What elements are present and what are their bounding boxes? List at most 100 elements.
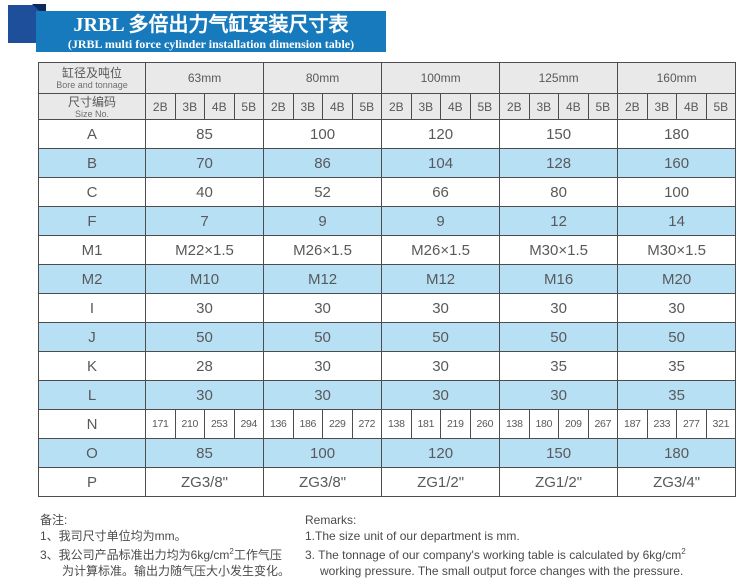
size-code-header: 5B xyxy=(705,93,737,120)
notes-zh-line2-post: 工作气压 xyxy=(233,548,282,562)
dimension-value: 150 xyxy=(499,438,619,468)
table-row-i: I 30 30 30 30 30 xyxy=(38,293,737,323)
dimension-value: M26×1.5 xyxy=(263,235,383,265)
size-code-header: 5B xyxy=(587,93,619,120)
dimension-value: ZG3/8" xyxy=(144,467,265,497)
dimension-value: M12 xyxy=(381,264,501,294)
dimension-value: 138 xyxy=(499,409,530,439)
dimension-value: 9 xyxy=(263,206,383,236)
dimension-value: 277 xyxy=(676,409,707,439)
dimension-value: 136 xyxy=(263,409,294,439)
dimension-value: ZG1/2" xyxy=(499,467,619,497)
notes-en: Remarks: 1.The size unit of our departme… xyxy=(305,512,745,579)
notes-zh-line3: 为计算标准。输出力随气压大小发生变化。 xyxy=(62,564,291,578)
dimension-value: 9 xyxy=(381,206,501,236)
dimension-value: 30 xyxy=(263,351,383,381)
size-code-header: 2B xyxy=(145,93,176,120)
dimension-value: 321 xyxy=(705,409,737,439)
dimension-value: 30 xyxy=(499,380,619,410)
row-label: M2 xyxy=(38,264,146,294)
notes-zh-line2: 3、我公司产品标准出力均为6kg/cm2工作气压 xyxy=(40,544,300,563)
dimension-value: 14 xyxy=(617,206,737,236)
dimension-value: 35 xyxy=(617,380,737,410)
dimension-value: 180 xyxy=(617,438,737,468)
size-code-header: 4B xyxy=(558,93,589,120)
corner-bore-zh: 缸径及吨位 xyxy=(61,66,122,80)
dimension-value: 50 xyxy=(499,322,619,352)
dimension-value: 187 xyxy=(617,409,648,439)
row-label: J xyxy=(38,322,146,352)
dimension-value: M26×1.5 xyxy=(381,235,501,265)
dimension-value: 30 xyxy=(617,293,737,323)
table-row-m1: M1 M22×1.5 M26×1.5 M26×1.5 M30×1.5 M30×1.5 xyxy=(38,235,737,265)
dimension-value: 50 xyxy=(381,322,501,352)
dimension-value: 219 xyxy=(440,409,471,439)
title-banner: JRBL 多倍出力气缸安装尺寸表 (JRBL multi force cylin… xyxy=(36,11,386,52)
dimension-value: 209 xyxy=(558,409,589,439)
dimension-value: 85 xyxy=(144,438,265,468)
notes-zh: 备注: 1、我司尺寸单位均为mm。 3、我公司产品标准出力均为6kg/cm2工作… xyxy=(40,512,300,579)
dimension-value: M22×1.5 xyxy=(144,235,265,265)
dimension-value: 180 xyxy=(528,409,560,439)
dimension-value: 66 xyxy=(381,177,501,207)
dimension-value: 52 xyxy=(263,177,383,207)
dimension-value: 30 xyxy=(144,293,265,323)
dimension-value: 50 xyxy=(144,322,265,352)
table-row-a: A 85 100 120 150 180 xyxy=(38,119,737,149)
notes-en-line1: 1.The size unit of our department is mm. xyxy=(305,529,520,543)
dimension-value: ZG3/4" xyxy=(617,467,737,497)
dimension-value: 100 xyxy=(617,177,737,207)
notes-zh-line2-sup: 2 xyxy=(229,547,234,556)
dimension-value: 28 xyxy=(144,351,265,381)
dimension-value: 120 xyxy=(381,438,501,468)
dimension-table: 缸径及吨位 Bore and tonnage 63mm 80mm 100mm 125m… xyxy=(38,62,737,497)
dimension-value: M20 xyxy=(617,264,737,294)
dimension-value: 50 xyxy=(263,322,383,352)
row-label: A xyxy=(38,119,146,149)
table-row-l: L 30 30 30 30 35 xyxy=(38,380,737,410)
dimension-value: 120 xyxy=(381,119,501,149)
dimension-value: 40 xyxy=(144,177,265,207)
dimension-value: ZG3/8" xyxy=(263,467,383,497)
page-title-en: (JRBL multi force cylinder installation … xyxy=(67,37,355,51)
dimension-value: 272 xyxy=(351,409,383,439)
dimension-value: 233 xyxy=(646,409,678,439)
dimension-value: 7 xyxy=(144,206,265,236)
corner-bore-en: Bore and tonnage xyxy=(56,80,128,90)
table-row-f: F 7 9 9 12 14 xyxy=(38,206,737,236)
dimension-value: 86 xyxy=(263,148,383,178)
size-code-header: 3B xyxy=(528,93,560,120)
dimension-value: M16 xyxy=(499,264,619,294)
size-code-header: 5B xyxy=(351,93,383,120)
corner-size-en: Size No. xyxy=(74,108,109,119)
dimension-value: 160 xyxy=(617,148,737,178)
row-label: C xyxy=(38,177,146,207)
size-code-header: 4B xyxy=(204,93,235,120)
bore-group-header: 80mm xyxy=(263,62,383,94)
dimension-value: M10 xyxy=(144,264,265,294)
size-code-header: 2B xyxy=(263,93,294,120)
dimension-value: 50 xyxy=(617,322,737,352)
notes-en-line2: 3. The tonnage of our company's working … xyxy=(305,544,745,563)
ribbon-square xyxy=(8,5,41,43)
dimension-value: 30 xyxy=(263,293,383,323)
notes-en-line3: working pressure. The small output force… xyxy=(320,564,684,578)
table-row-m2: M2 M10 M12 M12 M16 M20 xyxy=(38,264,737,294)
notes-zh-line2-pre: 3、我公司产品标准出力均为6kg/cm xyxy=(40,548,230,562)
dimension-value: 150 xyxy=(499,119,619,149)
dimension-value: 30 xyxy=(499,293,619,323)
dimension-value: 30 xyxy=(381,351,501,381)
dimension-value: M30×1.5 xyxy=(499,235,619,265)
dimension-value: 30 xyxy=(144,380,265,410)
dimension-value: M30×1.5 xyxy=(617,235,737,265)
dimension-value: 80 xyxy=(499,177,619,207)
size-code-header: 2B xyxy=(617,93,648,120)
dimension-value: 267 xyxy=(587,409,619,439)
size-code-header: 4B xyxy=(440,93,471,120)
size-code-header: 3B xyxy=(292,93,324,120)
size-code-header: 5B xyxy=(469,93,501,120)
table-row-b: B 70 86 104 128 160 xyxy=(38,148,737,178)
table-row-k: K 28 30 30 35 35 xyxy=(38,351,737,381)
size-code-header: 5B xyxy=(233,93,265,120)
